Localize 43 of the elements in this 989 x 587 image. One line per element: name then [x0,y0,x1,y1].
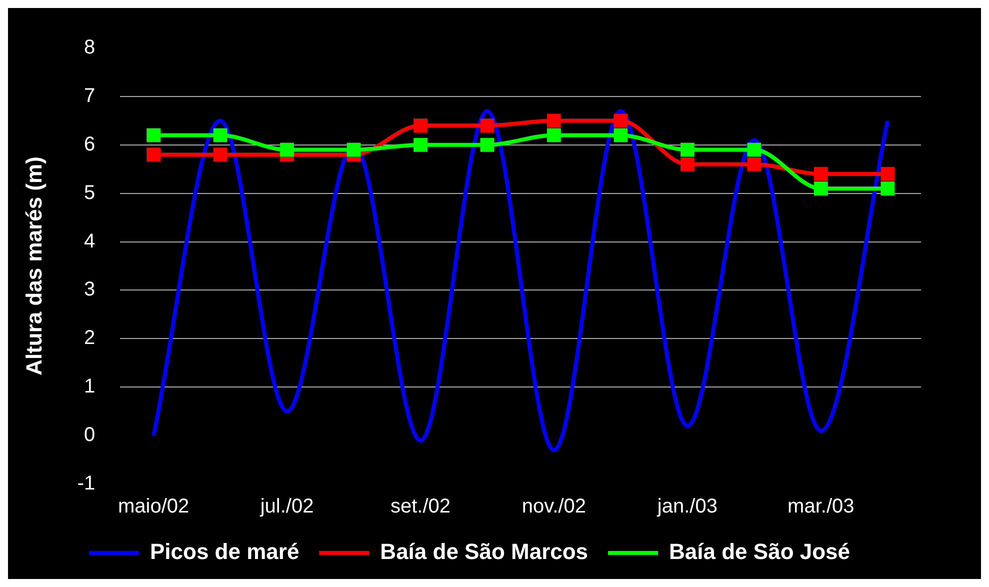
x-tick-label: set./02 [390,496,451,518]
x-tick-label: maio/02 [118,496,190,518]
legend-label: Baía de São Marcos [380,539,588,564]
legend-label: Baía de São José [669,539,850,564]
point [880,167,895,181]
y-tick-label: 2 [84,327,96,350]
point [146,128,160,142]
y-axis-title: Altura das marés (m) [21,156,46,376]
point [880,182,895,196]
y-tick-label: 0 [84,424,96,446]
x-tick-label: nov./02 [522,496,586,518]
point [814,167,828,181]
y-tick-label: 7 [84,84,96,107]
x-tick-label: jan./03 [656,496,718,518]
y-tick-label: 3 [84,278,96,301]
point [747,142,762,157]
y-tick-label: 6 [84,133,96,156]
line-series [152,108,890,452]
point [814,182,828,196]
point [547,128,561,142]
x-tick-label: jul./02 [259,496,314,518]
point [414,138,428,152]
point [414,118,428,132]
point [614,114,628,128]
y-tick-label: 5 [84,182,96,204]
legend-label: Picos de maré [150,539,300,564]
point [480,138,494,152]
point [213,148,228,162]
y-tick-label: 4 [84,230,96,252]
point [146,148,160,162]
point [547,114,561,128]
x-tick-label: mar./03 [788,496,854,518]
point [480,118,494,132]
point [747,157,762,172]
point [346,142,361,157]
y-tick-label: -1 [77,472,96,495]
point [213,128,228,142]
y-tick-label: 8 [84,36,96,59]
point [680,157,694,172]
point [280,142,294,157]
y-tick-label: 1 [84,376,96,398]
point [614,128,628,142]
point [680,142,694,157]
